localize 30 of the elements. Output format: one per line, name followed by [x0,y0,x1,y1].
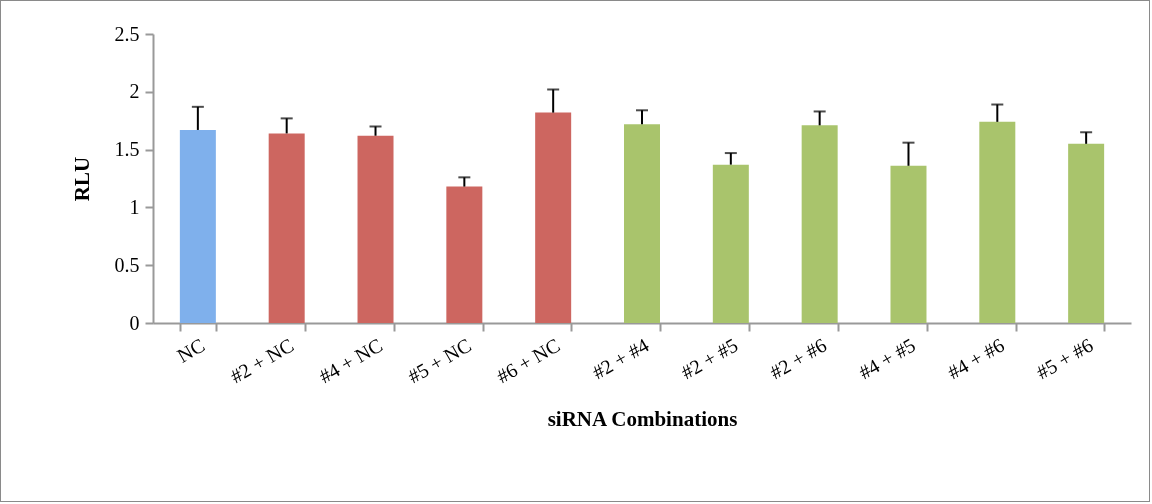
bar [712,164,749,323]
x-tick-label: #4 + #5 [854,333,919,384]
x-tick-label: #6 + NC [492,333,564,388]
x-tick-label: #2 + #5 [677,333,742,384]
bar [979,121,1016,323]
x-tick-label: #5 + NC [404,333,475,388]
x-tick-label: #2 + NC [226,333,298,388]
bar [268,133,305,323]
y-tick-label: 2 [129,80,140,103]
bar [357,135,394,323]
bar [446,186,483,323]
x-tick-label: #2 + #4 [588,333,653,384]
bar [624,124,660,323]
x-axis-title: siRNA Combinations [547,407,738,432]
y-tick-label: 0.5 [114,253,140,276]
y-axis-title: RLU [69,156,94,202]
x-tick-label: #4 + NC [315,333,387,388]
bar [1068,143,1105,323]
x-tick-label: #4 + #6 [943,333,1008,384]
y-tick-label: 0 [129,311,140,334]
bar [535,112,572,323]
y-tick-label: 1 [129,195,140,218]
bar [890,165,927,323]
x-tick-label: #5 + #6 [1032,333,1097,384]
bar [801,125,838,323]
x-tick-label: #2 + #6 [766,333,831,384]
x-tick-label: NC [173,333,209,367]
bar [179,129,216,323]
y-tick-label: 2.5 [114,22,140,45]
y-tick-label: 1.5 [114,138,140,161]
